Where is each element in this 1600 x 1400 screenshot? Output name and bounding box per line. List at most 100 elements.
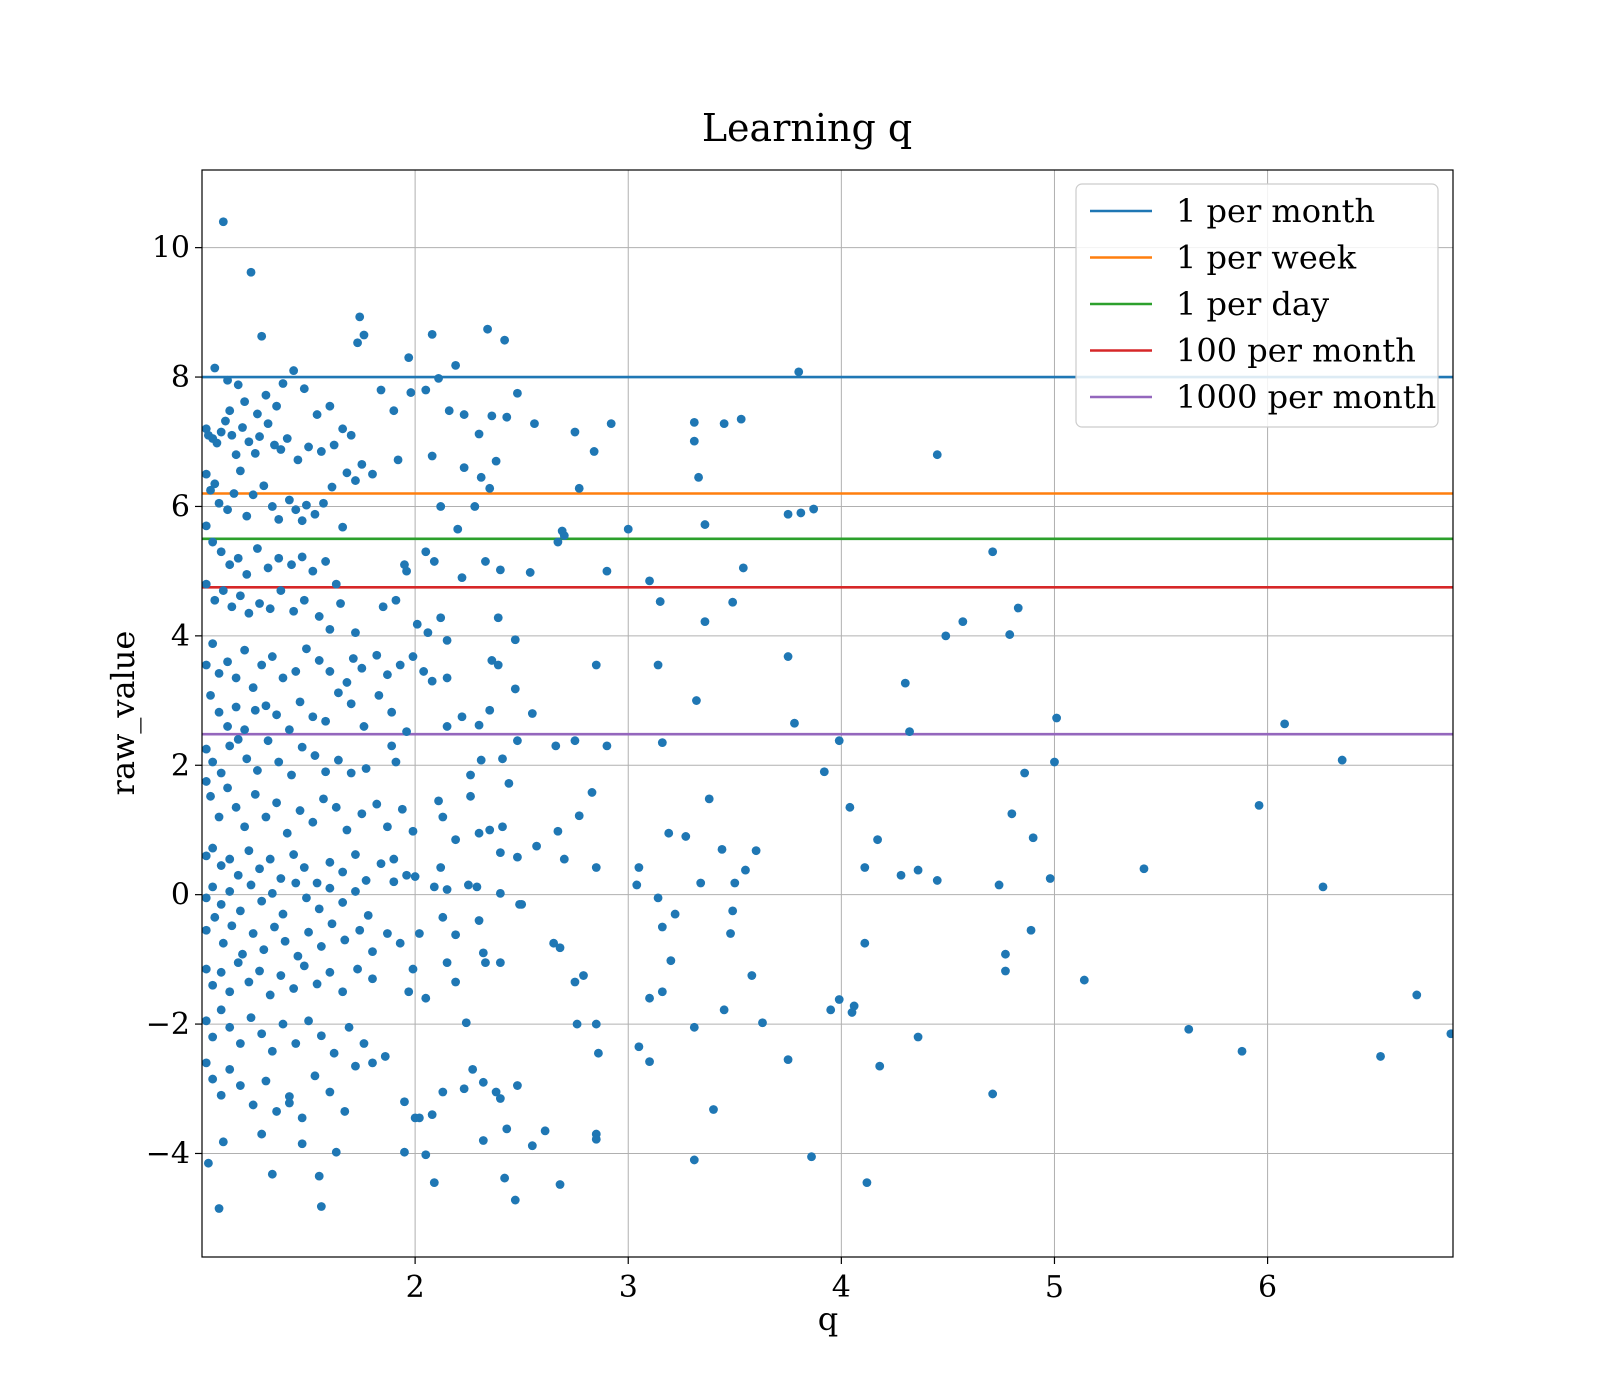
data-point bbox=[510, 1195, 520, 1205]
data-point bbox=[932, 876, 942, 885]
data-point bbox=[988, 547, 998, 557]
data-point bbox=[383, 822, 392, 832]
data-point bbox=[208, 537, 218, 547]
data-point bbox=[338, 987, 348, 997]
data-point bbox=[242, 569, 252, 579]
data-point bbox=[208, 980, 218, 990]
data-point bbox=[233, 870, 243, 880]
data-point bbox=[344, 1022, 354, 1032]
data-point bbox=[421, 547, 431, 557]
data-point bbox=[689, 417, 699, 427]
data-point bbox=[634, 1042, 644, 1052]
data-point bbox=[329, 440, 339, 450]
data-point bbox=[747, 971, 757, 980]
data-point bbox=[214, 668, 224, 678]
data-point bbox=[346, 768, 356, 778]
data-point bbox=[270, 922, 279, 932]
data-point bbox=[235, 906, 245, 916]
data-point bbox=[444, 406, 454, 416]
data-point bbox=[860, 938, 870, 948]
data-point bbox=[1237, 1046, 1247, 1056]
data-point bbox=[293, 951, 303, 961]
data-point bbox=[738, 563, 748, 573]
data-point bbox=[244, 608, 254, 618]
data-point bbox=[513, 388, 522, 398]
data-point bbox=[216, 427, 226, 437]
data-point bbox=[225, 1064, 235, 1074]
data-point bbox=[726, 929, 735, 938]
data-point bbox=[421, 993, 431, 1003]
data-point bbox=[527, 709, 537, 718]
data-point bbox=[274, 553, 284, 563]
data-point bbox=[395, 660, 405, 670]
data-point bbox=[291, 1039, 301, 1048]
data-point bbox=[276, 445, 286, 454]
data-point bbox=[1412, 990, 1422, 1000]
data-point bbox=[325, 857, 335, 867]
data-point bbox=[202, 579, 211, 589]
data-point bbox=[216, 1005, 226, 1015]
data-point bbox=[257, 660, 267, 670]
data-point bbox=[442, 722, 452, 731]
data-point bbox=[202, 744, 211, 754]
x-tick-label: 6 bbox=[1258, 1270, 1277, 1305]
data-point bbox=[719, 1005, 729, 1015]
data-point bbox=[244, 437, 254, 447]
data-point bbox=[216, 967, 226, 977]
data-point bbox=[208, 843, 218, 853]
data-point bbox=[242, 511, 252, 521]
data-point bbox=[429, 557, 439, 566]
data-point bbox=[231, 702, 241, 712]
data-point bbox=[304, 1016, 313, 1026]
data-point bbox=[302, 893, 311, 903]
data-point bbox=[348, 654, 358, 663]
data-point bbox=[244, 846, 254, 856]
data-point bbox=[321, 767, 331, 777]
data-point bbox=[278, 379, 288, 388]
data-point bbox=[591, 1019, 601, 1029]
data-point bbox=[210, 363, 220, 373]
data-point bbox=[338, 522, 348, 532]
data-point bbox=[223, 657, 232, 667]
data-point bbox=[728, 906, 738, 916]
data-point bbox=[304, 927, 313, 937]
data-point bbox=[214, 707, 224, 717]
data-point bbox=[913, 865, 923, 875]
data-point bbox=[250, 789, 260, 799]
data-point bbox=[225, 854, 235, 864]
data-point bbox=[758, 1018, 767, 1028]
data-point bbox=[342, 678, 352, 687]
data-point bbox=[206, 791, 215, 801]
data-point bbox=[291, 667, 301, 676]
data-point bbox=[657, 922, 667, 932]
data-point bbox=[553, 826, 563, 836]
data-point bbox=[502, 412, 512, 422]
data-point bbox=[299, 595, 309, 605]
data-point bbox=[466, 770, 475, 780]
data-point bbox=[351, 476, 360, 485]
data-point bbox=[442, 635, 452, 645]
data-point bbox=[282, 434, 292, 443]
data-point bbox=[212, 438, 222, 448]
data-point bbox=[905, 727, 914, 737]
data-point bbox=[261, 701, 271, 711]
data-point bbox=[210, 479, 220, 489]
data-point bbox=[436, 613, 446, 623]
y-tick-label: 4 bbox=[171, 619, 190, 654]
data-point bbox=[246, 880, 256, 890]
data-point bbox=[246, 267, 256, 277]
legend: 1 per month 1 per week 1 per day 100 per mo… bbox=[1075, 183, 1439, 428]
data-point bbox=[240, 397, 250, 407]
data-point bbox=[231, 450, 241, 460]
data-point bbox=[423, 628, 433, 638]
data-point bbox=[645, 576, 654, 586]
data-point bbox=[255, 432, 264, 441]
data-point bbox=[325, 1087, 335, 1097]
data-point bbox=[728, 597, 738, 607]
data-point bbox=[689, 436, 699, 446]
data-point bbox=[666, 956, 676, 966]
data-point bbox=[378, 602, 388, 612]
data-point bbox=[572, 1019, 582, 1029]
data-point bbox=[513, 852, 522, 862]
data-point bbox=[485, 705, 495, 715]
